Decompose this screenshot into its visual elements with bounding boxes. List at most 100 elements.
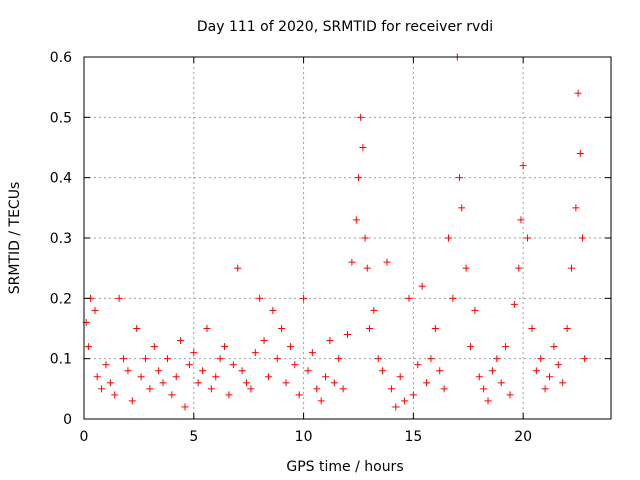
x-tick-label: 20 bbox=[514, 429, 532, 445]
x-tick-label: 5 bbox=[189, 429, 198, 445]
data-point bbox=[506, 391, 514, 399]
data-point bbox=[462, 264, 470, 272]
data-point bbox=[484, 397, 492, 405]
data-point bbox=[365, 325, 373, 332]
data-point bbox=[238, 367, 246, 375]
data-point bbox=[524, 234, 532, 242]
x-tick-label: 15 bbox=[404, 429, 422, 445]
data-point bbox=[115, 294, 123, 302]
data-point bbox=[449, 294, 457, 302]
data-point bbox=[91, 306, 99, 314]
data-point bbox=[282, 379, 290, 387]
data-point bbox=[559, 379, 567, 387]
data-point bbox=[401, 397, 409, 405]
data-point bbox=[488, 367, 496, 375]
data-point bbox=[229, 361, 237, 369]
data-point bbox=[354, 174, 362, 182]
data-point bbox=[572, 204, 580, 212]
data-point bbox=[517, 216, 525, 224]
data-point bbox=[344, 331, 351, 339]
data-point bbox=[93, 373, 101, 381]
y-tick-label: 0.1 bbox=[50, 352, 72, 368]
y-tick-label: 0.2 bbox=[50, 291, 72, 307]
data-point bbox=[194, 379, 202, 387]
data-point bbox=[190, 349, 198, 357]
data-point bbox=[363, 264, 371, 272]
data-point bbox=[317, 397, 325, 405]
chart-title: Day 111 of 2020, SRMTID for receiver rvd… bbox=[197, 19, 493, 35]
data-point bbox=[251, 349, 259, 357]
data-point bbox=[537, 355, 545, 363]
data-point bbox=[471, 306, 479, 314]
data-point bbox=[493, 355, 501, 363]
data-point bbox=[269, 306, 277, 314]
data-point bbox=[150, 343, 158, 351]
data-point bbox=[574, 89, 582, 97]
y-tick-label: 0.3 bbox=[50, 231, 72, 247]
data-point bbox=[98, 385, 106, 393]
data-point bbox=[128, 397, 136, 405]
y-tick-label: 0.4 bbox=[50, 171, 72, 187]
data-point bbox=[528, 325, 536, 332]
data-point bbox=[141, 355, 149, 363]
data-point bbox=[163, 355, 171, 363]
y-axis-label: SRMTID / TECUs bbox=[7, 182, 23, 295]
data-point bbox=[102, 361, 110, 369]
data-point bbox=[260, 337, 268, 345]
data-point bbox=[120, 355, 128, 363]
data-point bbox=[387, 385, 395, 393]
data-point bbox=[374, 355, 382, 363]
data-point bbox=[532, 367, 540, 375]
data-point bbox=[466, 343, 474, 351]
data-point bbox=[322, 373, 330, 381]
data-point bbox=[308, 349, 316, 357]
plot-frame bbox=[83, 56, 612, 420]
data-point bbox=[234, 264, 242, 272]
data-point bbox=[326, 337, 334, 345]
data-point bbox=[445, 234, 453, 242]
data-point bbox=[339, 385, 347, 393]
data-point bbox=[502, 343, 510, 351]
data-point bbox=[563, 325, 571, 332]
data-point bbox=[111, 391, 119, 399]
grid-layer bbox=[84, 57, 611, 419]
data-point bbox=[480, 385, 488, 393]
data-point bbox=[418, 282, 426, 290]
data-point bbox=[567, 264, 575, 272]
data-point bbox=[515, 264, 523, 272]
data-point bbox=[146, 385, 154, 393]
data-point bbox=[497, 379, 505, 387]
data-point bbox=[455, 174, 463, 182]
data-point bbox=[264, 373, 272, 381]
data-point bbox=[357, 113, 365, 121]
data-point bbox=[185, 361, 193, 369]
data-point bbox=[409, 391, 417, 399]
data-point bbox=[203, 325, 211, 332]
data-point bbox=[137, 373, 145, 381]
y-tick-label: 0.6 bbox=[50, 50, 72, 66]
data-point bbox=[436, 367, 444, 375]
data-point bbox=[352, 216, 360, 224]
data-point bbox=[304, 367, 312, 375]
data-point bbox=[414, 361, 422, 369]
data-point bbox=[359, 144, 367, 151]
ticks-layer: 0 5 10 15 20 0 0.1 0.2 0.3 0.4 0.5 0.6 bbox=[50, 50, 611, 445]
y-tick-label: 0 bbox=[63, 412, 72, 428]
data-point bbox=[247, 385, 255, 393]
data-point bbox=[458, 204, 466, 212]
data-point bbox=[379, 367, 387, 375]
data-point bbox=[546, 373, 554, 381]
data-point bbox=[510, 300, 518, 308]
x-axis-label: GPS time / hours bbox=[286, 459, 403, 475]
data-point bbox=[383, 258, 391, 266]
data-point bbox=[242, 379, 250, 387]
data-point bbox=[172, 373, 180, 381]
data-point bbox=[168, 391, 176, 399]
data-point bbox=[541, 385, 549, 393]
points-layer bbox=[82, 53, 589, 411]
data-point bbox=[256, 294, 264, 302]
y-tick-label: 0.5 bbox=[50, 110, 72, 126]
data-point bbox=[431, 325, 439, 332]
data-point bbox=[313, 385, 321, 393]
